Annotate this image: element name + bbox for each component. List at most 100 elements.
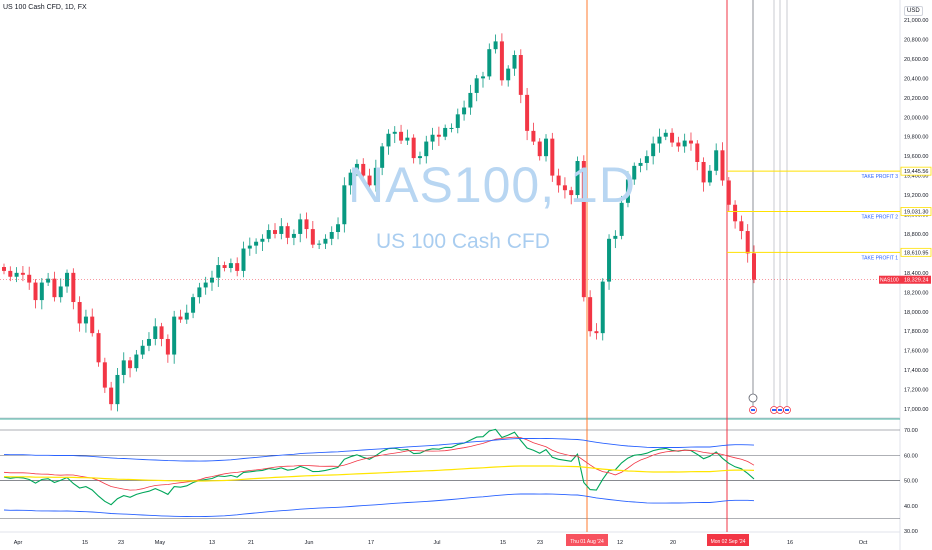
time-label: May	[155, 540, 166, 546]
candle-body	[588, 297, 593, 332]
rsi-ma-line	[3, 436, 755, 491]
current-price-tag	[901, 275, 931, 284]
candle-body	[273, 230, 278, 234]
candle-body	[405, 137, 410, 141]
candle-body	[216, 265, 221, 278]
price-tick-label: 17,800.00	[904, 329, 928, 335]
candle-body	[430, 134, 435, 142]
time-marker-tag	[707, 534, 749, 546]
candle-body	[83, 316, 88, 324]
take-profit-label: TAKE PROFIT 1	[862, 255, 899, 261]
candle-body	[518, 55, 523, 95]
candle-body	[468, 92, 473, 108]
candle-body	[525, 94, 530, 131]
candle-body	[506, 68, 511, 81]
candle-body	[33, 282, 38, 301]
candle-body	[531, 130, 536, 142]
candle-body	[77, 302, 82, 324]
candle-body	[367, 175, 372, 186]
candle-body	[2, 267, 6, 271]
time-label: 23	[118, 540, 124, 546]
currency-badge[interactable]: USD	[904, 6, 923, 16]
candle-body	[336, 224, 341, 233]
candle-body	[71, 272, 76, 303]
time-label: Apr	[14, 540, 23, 546]
current-symbol-label: NAS100	[880, 278, 899, 284]
candle-body	[424, 141, 429, 157]
time-label: 15	[82, 540, 88, 546]
time-label: 21	[248, 540, 254, 546]
candle-body	[109, 387, 114, 405]
us-flag-stripe	[785, 409, 789, 411]
candle-body	[298, 219, 303, 234]
candle-body	[449, 127, 454, 129]
price-tick-label: 19,600.00	[904, 154, 928, 160]
candle-body	[14, 272, 19, 277]
candle-body	[688, 140, 693, 144]
time-label: 15	[500, 540, 506, 546]
take-profit-label: TAKE PROFIT 2	[862, 214, 899, 220]
candle-body	[228, 263, 233, 268]
take-profit-price: 18,610.95	[904, 250, 928, 256]
candle-body	[455, 114, 460, 128]
candle-body	[209, 277, 214, 283]
take-profit-lines[interactable]: TAKE PROFIT 3 19,445.56 TAKE PROFIT 2 19,03…	[727, 166, 932, 261]
candle-body	[317, 243, 322, 245]
candle-body	[436, 134, 441, 137]
candle-body	[285, 226, 290, 238]
candle-body	[348, 172, 353, 186]
candle-body	[726, 180, 731, 205]
price-tick-label: 17,600.00	[904, 349, 928, 355]
candle-body	[373, 167, 378, 186]
take-profit-label: TAKE PROFIT 3	[862, 174, 899, 180]
price-tick-label: 17,000.00	[904, 407, 928, 413]
candle-body	[745, 231, 750, 254]
time-marker-label: Mon 02 Sep '24	[711, 539, 746, 545]
time-label: 12	[617, 540, 623, 546]
price-tick-label: 20,000.00	[904, 115, 928, 121]
slow-ma-line	[3, 465, 755, 482]
time-label: 17	[368, 540, 374, 546]
candle-body	[128, 360, 133, 369]
price-axis: 21,000.00 20,800.00 20,600.00 20,400.00 20,2…	[904, 18, 928, 413]
candle-body	[607, 238, 612, 282]
candle-body	[657, 136, 662, 144]
candle-body	[222, 265, 227, 268]
price-tick-label: 17,400.00	[904, 368, 928, 374]
price-tick-label: 19,400.00	[904, 174, 928, 180]
candle-body	[172, 316, 177, 355]
candle-body	[96, 333, 101, 363]
price-tick-label: 18,200.00	[904, 290, 928, 296]
candle-body	[619, 202, 624, 236]
chart-title: US 100 Cash CFD, 1D, FX	[3, 4, 87, 11]
candle-body	[146, 338, 151, 346]
watermark-description: US 100 Cash CFD	[376, 230, 550, 253]
candle-body	[752, 253, 756, 280]
indicator-tick-label: 50.00	[904, 479, 918, 485]
event-markers	[586, 0, 788, 532]
candle-body	[247, 245, 252, 249]
take-profit-price-tag	[900, 247, 932, 257]
candle-body	[651, 143, 656, 157]
indicator-tick-label: 60.00	[904, 453, 918, 459]
candle-body	[178, 316, 183, 320]
candle-body	[102, 362, 107, 388]
indicator-tick-label: 70.00	[904, 428, 918, 434]
candle-body	[714, 150, 719, 171]
candle-body	[392, 131, 397, 134]
price-tick-label: 20,400.00	[904, 76, 928, 82]
candle-body	[354, 163, 359, 173]
price-tick-label: 20,600.00	[904, 57, 928, 63]
event-icons[interactable]	[748, 393, 791, 414]
candle-body	[165, 338, 170, 355]
price-tick-label: 19,800.00	[904, 135, 928, 141]
take-profit-price-tag	[900, 207, 932, 216]
time-label: 23	[537, 540, 543, 546]
candle-body	[310, 229, 315, 245]
us-flag-stripe	[772, 409, 776, 411]
candle-body	[329, 232, 334, 239]
candle-body	[386, 133, 391, 147]
candle-body	[241, 248, 246, 271]
candle-body	[20, 272, 25, 275]
